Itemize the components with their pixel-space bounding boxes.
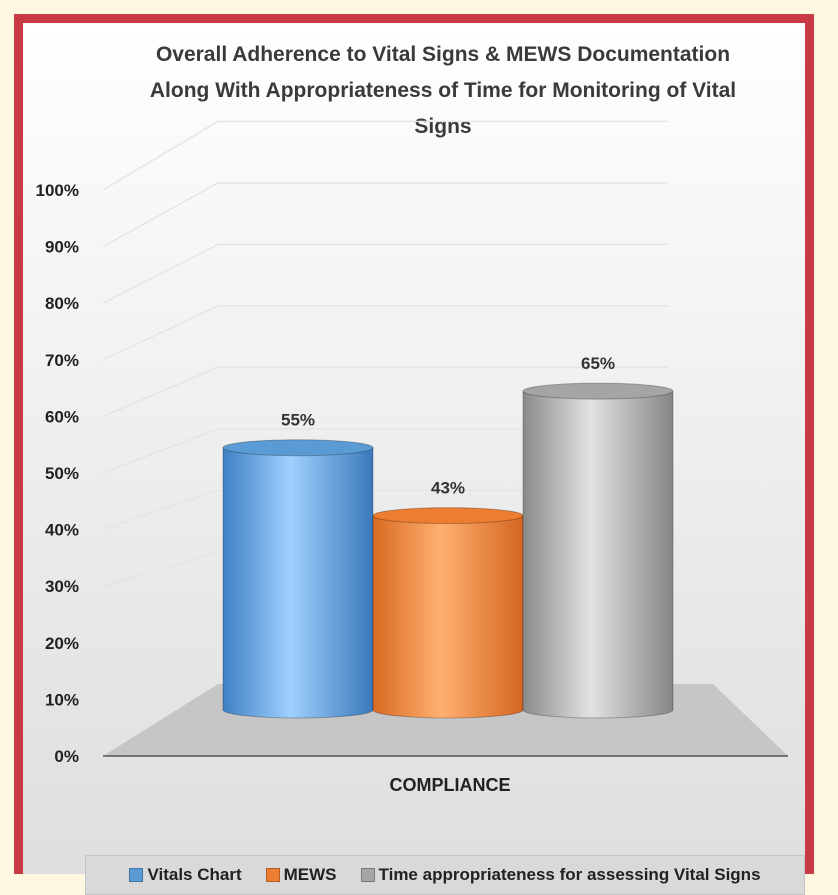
bar-body <box>222 447 374 719</box>
data-labels: 55% 43% 65% <box>281 354 615 498</box>
gridline <box>102 243 668 304</box>
gridline <box>102 120 668 191</box>
chart-title-line: Along With Appropriateness of Time for M… <box>150 79 736 102</box>
legend-label: MEWS <box>283 865 337 884</box>
y-tick-label: 70% <box>45 351 79 370</box>
y-axis-ticks: 0% 10% 20% 30% 40% 50% 60% 70% 80% 90% 100% <box>36 181 79 766</box>
bar-time-appropriateness-for-assessing-vital-signs <box>522 382 674 719</box>
chart-title-line: Overall Adherence to Vital Signs & MEWS … <box>156 43 730 66</box>
bar-body <box>372 515 524 719</box>
y-tick-label: 90% <box>45 238 79 257</box>
legend-item: Vitals Chart <box>129 865 242 885</box>
data-label: 43% <box>431 479 465 498</box>
legend: Vitals Chart MEWS Time appropriateness for… <box>85 855 805 895</box>
bar-top <box>222 439 374 457</box>
y-tick-label: 50% <box>45 464 79 483</box>
legend-item: Time appropriateness for assessing Vital… <box>360 865 761 885</box>
y-tick-label: 20% <box>45 634 79 653</box>
y-tick-label: 80% <box>45 294 79 313</box>
chart-frame: Overall Adherence to Vital Signs & MEWS … <box>14 14 814 895</box>
y-tick-label: 30% <box>45 577 79 596</box>
chart-title-line: Signs <box>414 115 471 138</box>
legend-swatch <box>129 868 144 882</box>
data-label: 65% <box>581 354 615 373</box>
bar-body <box>522 390 674 719</box>
y-tick-label: 100% <box>36 181 79 200</box>
bar-top <box>372 507 524 525</box>
y-tick-label: 0% <box>54 747 79 766</box>
legend-label: Time appropriateness for assessing Vital… <box>378 865 761 884</box>
y-tick-label: 40% <box>45 521 79 540</box>
y-tick-label: 10% <box>45 690 79 709</box>
gridline <box>102 489 668 531</box>
x-axis-label: COMPLIANCE <box>390 775 511 795</box>
gridline <box>102 428 668 474</box>
legend-item: MEWS <box>265 865 337 885</box>
legend-label: Vitals Chart <box>147 865 242 884</box>
chart-title: Overall Adherence to Vital Signs & MEWS … <box>150 43 736 138</box>
legend-swatch <box>360 868 375 882</box>
gridlines <box>102 120 668 701</box>
data-label: 55% <box>281 411 315 430</box>
bar-mews <box>372 507 524 719</box>
gridline <box>102 366 668 418</box>
bar-top <box>522 382 674 400</box>
y-tick-label: 60% <box>45 407 79 426</box>
bars <box>222 382 674 719</box>
legend-swatch <box>265 868 280 882</box>
chart-canvas: Overall Adherence to Vital Signs & MEWS … <box>36 43 788 795</box>
gridline <box>102 305 668 361</box>
bar-vitals-chart <box>222 439 374 719</box>
gridline <box>102 182 668 248</box>
